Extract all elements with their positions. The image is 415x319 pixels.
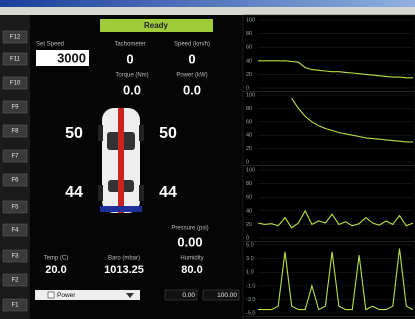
y-tick-label: -3.0 bbox=[246, 297, 255, 303]
y-tick-label: 0 bbox=[246, 85, 249, 91]
app-window: Ready Set Speed 3000 Tachometer 0 Speed … bbox=[0, 0, 415, 319]
function-key-label[interactable]: F11 bbox=[10, 57, 21, 63]
function-key-label[interactable]: F12 bbox=[10, 35, 21, 41]
function-key-label[interactable]: F3 bbox=[11, 254, 19, 260]
tire-value: 44 bbox=[159, 184, 177, 201]
y-tick-label: 40 bbox=[246, 58, 252, 64]
readout-label: Pressure (psi) bbox=[171, 226, 208, 232]
y-tick-label: -1.0 bbox=[246, 283, 255, 289]
readout-value: 0.0 bbox=[183, 82, 201, 97]
function-key-label[interactable]: F2 bbox=[11, 278, 19, 284]
function-key-label[interactable]: F9 bbox=[11, 105, 19, 111]
y-tick-label: 40 bbox=[246, 133, 252, 139]
y-tick-label: 60 bbox=[246, 119, 252, 125]
readout-value: 0.0 bbox=[123, 82, 141, 97]
channel-name: Power bbox=[57, 292, 76, 299]
tire-value: 50 bbox=[159, 125, 177, 142]
title-bar bbox=[0, 0, 415, 7]
readout-label: Speed (km/h) bbox=[174, 42, 210, 48]
readout-label: Tachometer bbox=[114, 42, 145, 48]
tire-value: 50 bbox=[65, 125, 83, 142]
function-key-label[interactable]: F4 bbox=[11, 228, 19, 234]
y-tick-label: 60 bbox=[246, 195, 252, 201]
y-tick-label: 20 bbox=[246, 146, 252, 152]
y-tick-label: 1.0 bbox=[246, 270, 254, 276]
readout-label: Power (kW) bbox=[176, 73, 207, 79]
y-tick-label: -5.0 bbox=[246, 310, 255, 316]
y-tick-label: 80 bbox=[246, 31, 252, 37]
y-tick-label: 100 bbox=[246, 17, 255, 23]
y-tick-label: 100 bbox=[246, 167, 255, 173]
function-key-label[interactable]: F7 bbox=[11, 154, 19, 160]
y-tick-label: 100 bbox=[246, 92, 255, 98]
y-tick-label: 3.0 bbox=[246, 256, 254, 262]
channel-max[interactable]: 100.00 bbox=[217, 292, 237, 299]
y-tick-label: 5.0 bbox=[246, 242, 254, 248]
readout-label: Humidity bbox=[180, 256, 203, 262]
y-tick-label: 40 bbox=[246, 208, 252, 214]
page: {"function_keys":["F12","F11","F10","F9"… bbox=[0, 0, 415, 319]
y-tick-label: 60 bbox=[246, 45, 252, 51]
function-key-label[interactable]: F10 bbox=[10, 81, 21, 87]
readout-value: 0.00 bbox=[177, 234, 202, 249]
channel-min[interactable]: 0.00 bbox=[182, 292, 195, 299]
readout-value: 80.0 bbox=[181, 264, 202, 276]
readout-value: 20.0 bbox=[45, 264, 66, 276]
y-tick-label: 80 bbox=[246, 181, 252, 187]
y-tick-label: 0 bbox=[246, 159, 249, 165]
readout-label: Baro (mbar) bbox=[108, 256, 140, 262]
readout-value: 0 bbox=[126, 51, 133, 66]
readout-value: 0 bbox=[188, 51, 195, 66]
y-tick-label: 80 bbox=[246, 106, 252, 112]
y-tick-label: 0 bbox=[246, 235, 249, 241]
status-text: Ready bbox=[144, 21, 169, 30]
function-key-label[interactable]: F8 bbox=[11, 129, 19, 135]
function-key-label[interactable]: F1 bbox=[11, 303, 19, 309]
set-speed-value[interactable]: 3000 bbox=[57, 50, 86, 65]
y-tick-label: 20 bbox=[246, 222, 252, 228]
car-image bbox=[98, 108, 144, 213]
set-speed-label: Set Speed bbox=[36, 42, 64, 48]
readout-label: Temp (C) bbox=[44, 256, 69, 262]
y-tick-label: 20 bbox=[246, 72, 252, 78]
tire-value: 44 bbox=[65, 184, 83, 201]
function-key-label[interactable]: F5 bbox=[11, 205, 19, 211]
readout-value: 1013.25 bbox=[104, 264, 144, 276]
menu-bar[interactable] bbox=[0, 7, 415, 15]
function-key-label[interactable]: F6 bbox=[11, 178, 19, 184]
channel-checkbox[interactable] bbox=[48, 292, 54, 298]
readout-label: Torque (Nm) bbox=[115, 73, 148, 79]
